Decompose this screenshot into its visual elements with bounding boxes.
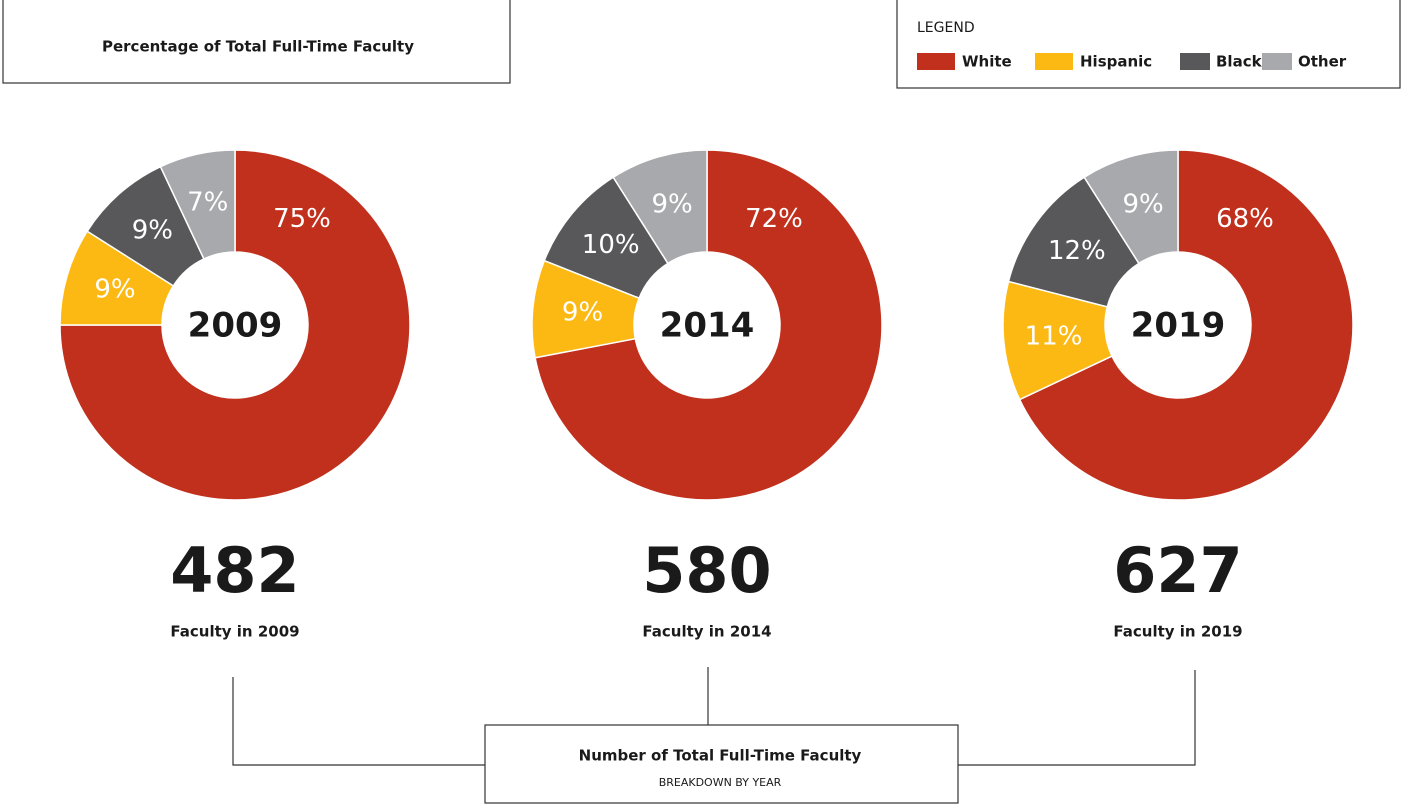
legend-box (896, 0, 1401, 89)
donut-slice (612, 149, 708, 265)
slice-label: 9% (652, 189, 693, 219)
total-value: 627 (1113, 534, 1242, 607)
legend-label: White (962, 53, 1012, 71)
slice-label: 75% (273, 204, 331, 234)
donut-slice (1083, 149, 1179, 265)
title: Percentage of Total Full-Time Faculty (102, 38, 414, 56)
footer-title: Number of Total Full-Time Faculty (579, 747, 862, 765)
total-value: 482 (170, 534, 299, 607)
slice-label: 9% (132, 216, 173, 246)
donut-center-label: 2009 (188, 306, 283, 346)
slice-label: 68% (1216, 204, 1274, 234)
title-box (2, 0, 511, 84)
legend-swatch (1035, 53, 1073, 70)
total-label: Faculty in 2014 (642, 623, 771, 641)
legend-swatch (1180, 53, 1210, 70)
legend-label: Hispanic (1080, 53, 1152, 71)
total-label: Faculty in 2019 (1113, 623, 1242, 641)
donut-slice (534, 149, 883, 501)
slice-label: 11% (1025, 321, 1083, 351)
donut-center-label: 2014 (660, 306, 755, 346)
slice-label: 9% (94, 275, 135, 305)
donut-slice (159, 149, 236, 260)
slice-label: 9% (1123, 189, 1164, 219)
legend-swatch (917, 53, 955, 70)
slice-label: 7% (187, 188, 228, 218)
donut-slice (1018, 149, 1354, 501)
total-value: 580 (642, 534, 771, 607)
total-label: Faculty in 2009 (170, 623, 299, 641)
slice-label: 12% (1048, 236, 1106, 266)
slice-label: 72% (745, 204, 803, 234)
footer-subtitle: BREAKDOWN BY YEAR (659, 776, 782, 789)
legend-swatch (1262, 53, 1292, 70)
slice-label: 9% (562, 298, 603, 328)
slice-label: 10% (582, 230, 640, 260)
legend-label: Other (1298, 53, 1347, 71)
donut-slice (59, 149, 411, 501)
donut-center-label: 2019 (1131, 306, 1226, 346)
legend-title: LEGEND (917, 20, 975, 36)
footer-box (484, 724, 959, 804)
connector (232, 677, 485, 766)
connector (958, 670, 1196, 766)
legend-label: Black (1216, 53, 1263, 71)
